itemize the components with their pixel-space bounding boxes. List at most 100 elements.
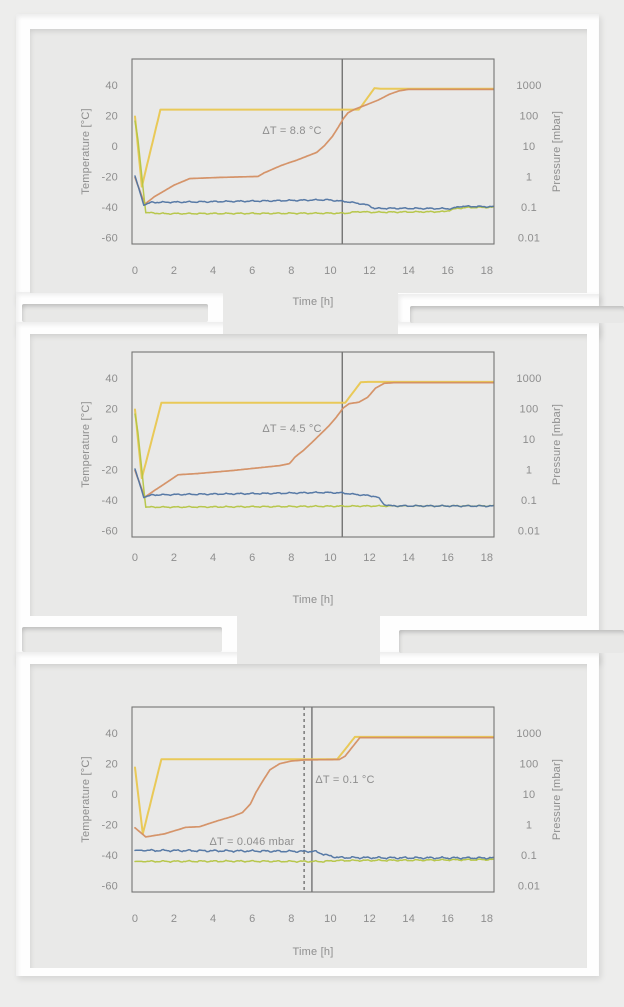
time-tick-label: 14 — [402, 552, 415, 564]
series-orange — [134, 381, 494, 499]
pressure-tick-label: 0.1 — [521, 850, 537, 862]
time-tick-label: 10 — [324, 913, 337, 925]
gap-2-right-bar — [399, 630, 624, 653]
temperature-axis-title: Temperature [°C] — [80, 108, 92, 194]
time-tick-label: 18 — [481, 552, 494, 564]
time-tick-label: 8 — [288, 552, 294, 564]
time-tick-label: 16 — [441, 552, 454, 564]
pressure-tick-label: 0.1 — [521, 495, 537, 507]
time-axis-title: Time [h] — [293, 946, 334, 958]
time-tick-label: 2 — [171, 913, 177, 925]
time-tick-label: 8 — [288, 265, 294, 277]
time-tick-label: 12 — [363, 552, 376, 564]
card-2-3-bridge — [237, 612, 380, 668]
time-tick-label: 18 — [481, 913, 494, 925]
series-yellow — [134, 87, 494, 188]
temp-tick-label: -20 — [102, 820, 119, 832]
pressure-tick-label: 1000 — [516, 728, 541, 740]
chart-3-canvas: 40 20 0 -20 -40 -60 1000 100 10 1 0.1 0.01 0 2 4 6 8 10 12… — [80, 706, 563, 958]
temp-tick-label: 40 — [105, 80, 118, 92]
series-blue — [134, 468, 494, 508]
pressure-tick-label: 1 — [526, 172, 532, 184]
series-orange — [134, 736, 494, 838]
time-tick-label: 8 — [288, 913, 294, 925]
series-blue — [134, 848, 494, 860]
pressure-tick-label: 0.1 — [521, 202, 537, 214]
time-tick-label: 0 — [132, 552, 138, 564]
card-1-2-bridge — [223, 290, 398, 336]
pressure-tick-label: 1 — [526, 465, 532, 477]
temp-tick-label: -40 — [102, 495, 119, 507]
time-tick-label: 10 — [324, 552, 337, 564]
temperature-axis-title: Temperature [°C] — [80, 756, 92, 842]
temp-tick-label: 0 — [112, 789, 118, 801]
pressure-tick-label: 1 — [526, 820, 532, 832]
chart-1-canvas: 40 20 0 -20 -40 -60 1000 100 10 1 0.1 0.01 0 2 4 6 8 10 12… — [80, 58, 563, 308]
pressure-axis-title: Pressure [mbar] — [551, 759, 563, 840]
temperature-axis-title: Temperature [°C] — [80, 401, 92, 487]
pressure-axis-title: Pressure [mbar] — [551, 111, 563, 192]
time-tick-label: 4 — [210, 552, 216, 564]
time-tick-label: 6 — [249, 265, 255, 277]
series-orange — [134, 88, 494, 206]
time-tick-label: 18 — [481, 265, 494, 277]
pressure-tick-label: 10 — [523, 434, 536, 446]
time-tick-label: 2 — [171, 552, 177, 564]
temp-tick-label: 40 — [105, 728, 118, 740]
time-tick-label: 2 — [171, 265, 177, 277]
time-tick-label: 4 — [210, 265, 216, 277]
pressure-tick-label: 10 — [523, 141, 536, 153]
time-tick-label: 12 — [363, 265, 376, 277]
time-tick-label: 10 — [324, 265, 337, 277]
temp-tick-label: -60 — [102, 881, 119, 893]
time-tick-label: 14 — [402, 265, 415, 277]
gap-2-left-bar — [22, 627, 222, 652]
pressure-tick-label: 0.01 — [518, 881, 540, 893]
time-tick-label: 6 — [249, 913, 255, 925]
time-tick-label: 16 — [441, 265, 454, 277]
pressure-tick-label: 1000 — [516, 80, 541, 92]
series-blue — [134, 175, 494, 210]
time-tick-label: 14 — [402, 913, 415, 925]
pressure-tick-label: 0.01 — [518, 233, 540, 245]
delta-annotation: ΔT = 4.5 °C — [262, 423, 321, 435]
temp-tick-label: 40 — [105, 373, 118, 385]
temp-tick-label: -60 — [102, 233, 119, 245]
pressure-tick-label: 100 — [520, 404, 539, 416]
temp-tick-label: -60 — [102, 526, 119, 538]
temp-tick-label: 20 — [105, 759, 118, 771]
delta-annotation: ΔT = 0.1 °C — [315, 774, 374, 786]
time-tick-label: 12 — [363, 913, 376, 925]
time-tick-label: 0 — [132, 265, 138, 277]
delta-annotation: ΔT = 0.046 mbar — [209, 836, 294, 848]
temp-tick-label: -20 — [102, 172, 119, 184]
temp-tick-label: -40 — [102, 202, 119, 214]
temp-tick-label: -20 — [102, 465, 119, 477]
pressure-tick-label: 100 — [520, 111, 539, 123]
pressure-tick-label: 0.01 — [518, 526, 540, 538]
temp-tick-label: -40 — [102, 850, 119, 862]
temp-tick-label: 0 — [112, 141, 118, 153]
gap-1-right-bar — [410, 306, 624, 323]
series-green — [134, 120, 494, 215]
pressure-tick-label: 1000 — [516, 373, 541, 385]
plot-border — [131, 351, 495, 538]
time-axis-title: Time [h] — [293, 296, 334, 308]
temp-tick-label: 0 — [112, 434, 118, 446]
delta-annotation: ΔT = 8.8 °C — [262, 125, 321, 137]
temp-tick-label: 20 — [105, 404, 118, 416]
series-green — [134, 858, 494, 864]
plot-border — [131, 58, 495, 245]
gap-1-left-bar — [22, 304, 208, 322]
temp-tick-label: 20 — [105, 111, 118, 123]
chart-2-canvas: 40 20 0 -20 -40 -60 1000 100 10 1 0.1 0.01 0 2 4 6 8 10 12… — [80, 351, 563, 606]
pressure-tick-label: 100 — [520, 759, 539, 771]
plot-border — [131, 706, 495, 893]
time-axis-title: Time [h] — [293, 594, 334, 606]
time-tick-label: 4 — [210, 913, 216, 925]
time-tick-label: 16 — [441, 913, 454, 925]
time-tick-label: 6 — [249, 552, 255, 564]
pressure-axis-title: Pressure [mbar] — [551, 404, 563, 485]
pressure-tick-label: 10 — [523, 789, 536, 801]
